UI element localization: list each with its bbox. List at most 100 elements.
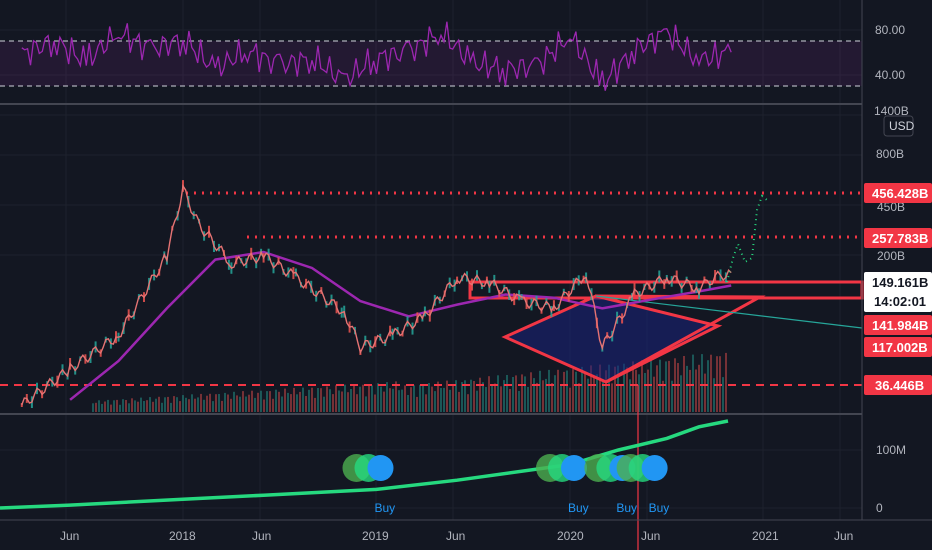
volume-bar-36 <box>200 393 202 412</box>
volume-bar-168 <box>596 374 598 412</box>
volume-bar-174 <box>614 366 616 412</box>
volume-bar-146 <box>530 372 532 412</box>
volume-bar-196 <box>680 375 682 412</box>
volume-bar-207 <box>713 378 715 412</box>
volume-bar-5 <box>107 399 109 412</box>
volume-bar-10 <box>122 399 124 412</box>
volume-bar-117 <box>443 387 445 412</box>
volume-bar-56 <box>260 390 262 412</box>
volume-bar-12 <box>128 403 130 412</box>
volume-bar-206 <box>710 354 712 412</box>
grid-lines <box>0 0 862 520</box>
moving-average-line <box>69 250 732 401</box>
volume-bar-116 <box>440 388 442 412</box>
volume-bar-39 <box>209 393 211 412</box>
volume-bar-145 <box>527 387 529 412</box>
volume-bar-176 <box>620 384 622 412</box>
time-tick-jun-2020: Jun <box>641 529 660 543</box>
volume-bar-167 <box>593 376 595 412</box>
volume-bar-202 <box>698 364 700 412</box>
volume-bar-106 <box>410 387 412 412</box>
volume-bar-88 <box>356 394 358 412</box>
volume-bar-33 <box>191 394 193 412</box>
volume-bar-113 <box>431 386 433 412</box>
volume-bar-65 <box>287 392 289 412</box>
volume-bar-205 <box>707 360 709 412</box>
volume-bar-7 <box>113 400 115 412</box>
volume-bar-136 <box>500 386 502 412</box>
volume-bar-130 <box>482 382 484 412</box>
volume-bar-84 <box>344 384 346 412</box>
volume-bar-100 <box>392 388 394 412</box>
volume-bar-50 <box>242 391 244 412</box>
price-label-current-text: 149.161B <box>872 275 928 290</box>
volume-bar-25 <box>167 396 169 412</box>
volume-bar-52 <box>248 394 250 412</box>
signal-label: Buy <box>568 501 589 515</box>
price-label-141: 141.984B <box>864 315 932 335</box>
volume-bar-158 <box>566 370 568 412</box>
volume-bar-126 <box>470 379 472 412</box>
volume-bar-0 <box>92 403 94 412</box>
volume-bar-156 <box>560 386 562 412</box>
signal-label: Buy <box>616 501 637 515</box>
volume-bar-90 <box>362 384 364 412</box>
volume-bar-132 <box>488 376 490 412</box>
volume-bar-109 <box>419 384 421 412</box>
volume-bar-43 <box>221 400 223 412</box>
volume-bar-78 <box>326 386 328 412</box>
volume-bar-133 <box>491 384 493 412</box>
volume-bar-91 <box>365 396 367 412</box>
time-axis[interactable]: Jun 2018 Jun 2019 Jun 2020 Jun 2021 Jun <box>60 529 853 543</box>
volume-bar-69 <box>299 391 301 412</box>
volume-bar-51 <box>245 396 247 412</box>
volume-bar-81 <box>335 385 337 412</box>
volume-bar-159 <box>569 387 571 412</box>
volume-bar-96 <box>380 386 382 412</box>
volume-bar-74 <box>314 397 316 412</box>
volume-bar-149 <box>539 370 541 412</box>
signal-label: Buy <box>649 501 670 515</box>
volume-bar-143 <box>521 374 523 412</box>
volume-bar-203 <box>701 354 703 412</box>
volume-bar-179 <box>629 379 631 412</box>
price-label-141-text: 141.984B <box>872 318 928 333</box>
currency-badge[interactable]: USD <box>883 115 915 137</box>
volume-bar-30 <box>182 395 184 412</box>
volume-bar-195 <box>677 363 679 412</box>
volume-bar-169 <box>599 364 601 412</box>
volume-bar-3 <box>101 403 103 412</box>
lower-tick-0: 0 <box>876 501 883 515</box>
volume-bar-73 <box>311 387 313 412</box>
volume-bar-114 <box>434 391 436 412</box>
price-label-141-bg <box>864 315 932 335</box>
lower-panel: Buy Buy Buy Buy <box>0 419 729 515</box>
volume-bar-80 <box>332 394 334 412</box>
volume-bar-32 <box>188 399 190 412</box>
volume-bar-76 <box>320 388 322 412</box>
volume-bar-131 <box>485 387 487 412</box>
price-label-current-bg <box>864 272 932 312</box>
volume-bar-140 <box>512 377 514 412</box>
volume-bar-19 <box>149 397 151 412</box>
volume-bar-17 <box>143 401 145 412</box>
volume-bar-183 <box>641 360 643 412</box>
volume-bar-97 <box>383 391 385 412</box>
volume-bar-119 <box>449 389 451 412</box>
volume-bar-182 <box>638 374 640 412</box>
buy-signal-3: Buy <box>616 454 670 515</box>
volume-bar-184 <box>644 373 646 412</box>
volume-bar-162 <box>578 383 580 412</box>
volume-bar-55 <box>257 392 259 412</box>
volume-bar-93 <box>371 385 373 412</box>
volume-bar-204 <box>704 373 706 412</box>
volume-bar-103 <box>401 389 403 412</box>
volume-bar-154 <box>554 375 556 412</box>
price-tick-450b: 450B <box>877 200 905 214</box>
price-tick-1400b: 1400B <box>874 104 909 118</box>
volume-bar-99 <box>389 388 391 412</box>
volume-bar-86 <box>350 389 352 412</box>
price-label-257-text: 257.783B <box>872 231 928 246</box>
volume-bar-172 <box>608 364 610 412</box>
